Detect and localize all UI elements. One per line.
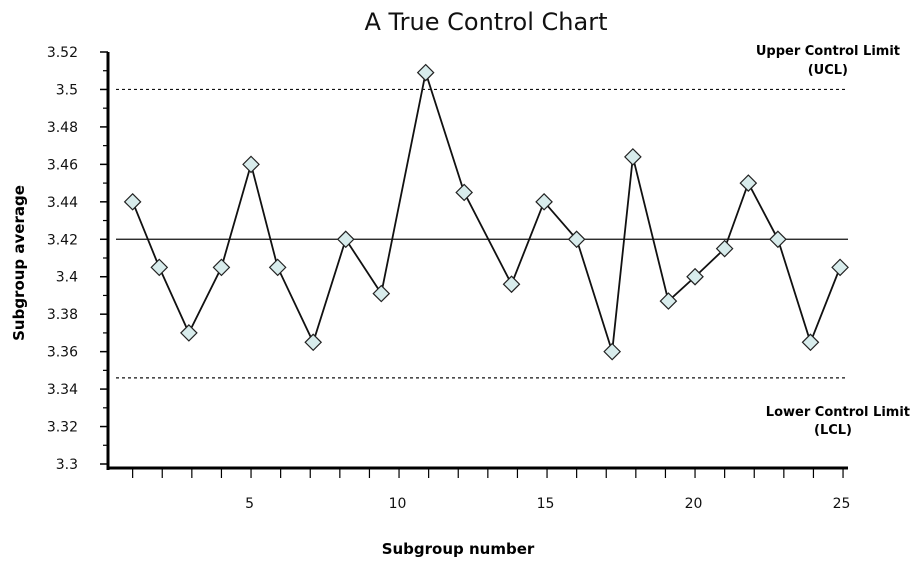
data-point-marker [336,230,355,249]
data-point-marker [180,324,198,342]
data-point-marker [268,258,287,277]
y-tick-label: 3.46 [47,157,78,173]
data-point-marker [659,292,678,310]
data-point-marker [739,174,758,192]
data-point-marker [455,183,474,202]
data-point-marker [123,192,142,211]
y-tick-label: 3.42 [47,232,78,248]
y-tick-label: 3.44 [47,195,78,211]
x-tick-label: 5 [245,496,254,512]
y-tick-label: 3.34 [47,382,78,398]
x-tick-label: 20 [685,496,703,512]
data-point-marker [715,239,734,258]
chart-title: A True Control Chart [365,8,608,36]
y-tick-label: 3.36 [47,345,78,361]
y-tick-label: 3.52 [47,45,78,61]
data-point-marker [242,155,260,174]
data-point-marker [686,267,704,286]
y-tick-label: 3.38 [47,307,78,323]
y-tick-label: 3.5 [56,82,78,98]
data-point-marker [150,258,169,277]
y-tick-label: 3.3 [56,457,78,473]
ucl-label-line1: Upper Control Limit [756,44,900,59]
data-point-marker [603,342,622,361]
lcl-label-line1: Lower Control Limit [766,405,910,420]
y-tick-label: 3.32 [47,420,78,436]
data-point-marker [372,284,391,303]
x-tick-label: 25 [833,496,851,512]
data-point-marker [624,148,642,166]
y-axis-title: Subgroup average [10,185,28,341]
x-axis-title: Subgroup number [382,540,535,558]
data-point-marker [502,275,521,294]
plot-area: 3.3 3.32 3.34 3.36 3.38 3.4 3.42 3.44 3.46 3.48 3.… [47,45,851,512]
ucl-label-line2: (UCL) [808,63,848,78]
data-point-marker [535,192,553,211]
series-line [131,69,841,352]
data-point-marker [416,63,435,82]
y-tick-label: 3.48 [47,120,78,136]
y-tick-label: 3.4 [56,270,78,286]
data-point-marker [831,258,849,277]
data-point-marker [801,333,820,352]
data-point-marker [304,333,323,352]
data-point-marker [212,258,231,277]
data-point-marker [769,230,787,249]
x-tick-label: 15 [537,496,555,512]
x-tick-label: 10 [389,496,407,512]
data-point-marker [567,230,586,249]
lcl-label-line2: (LCL) [814,423,852,438]
